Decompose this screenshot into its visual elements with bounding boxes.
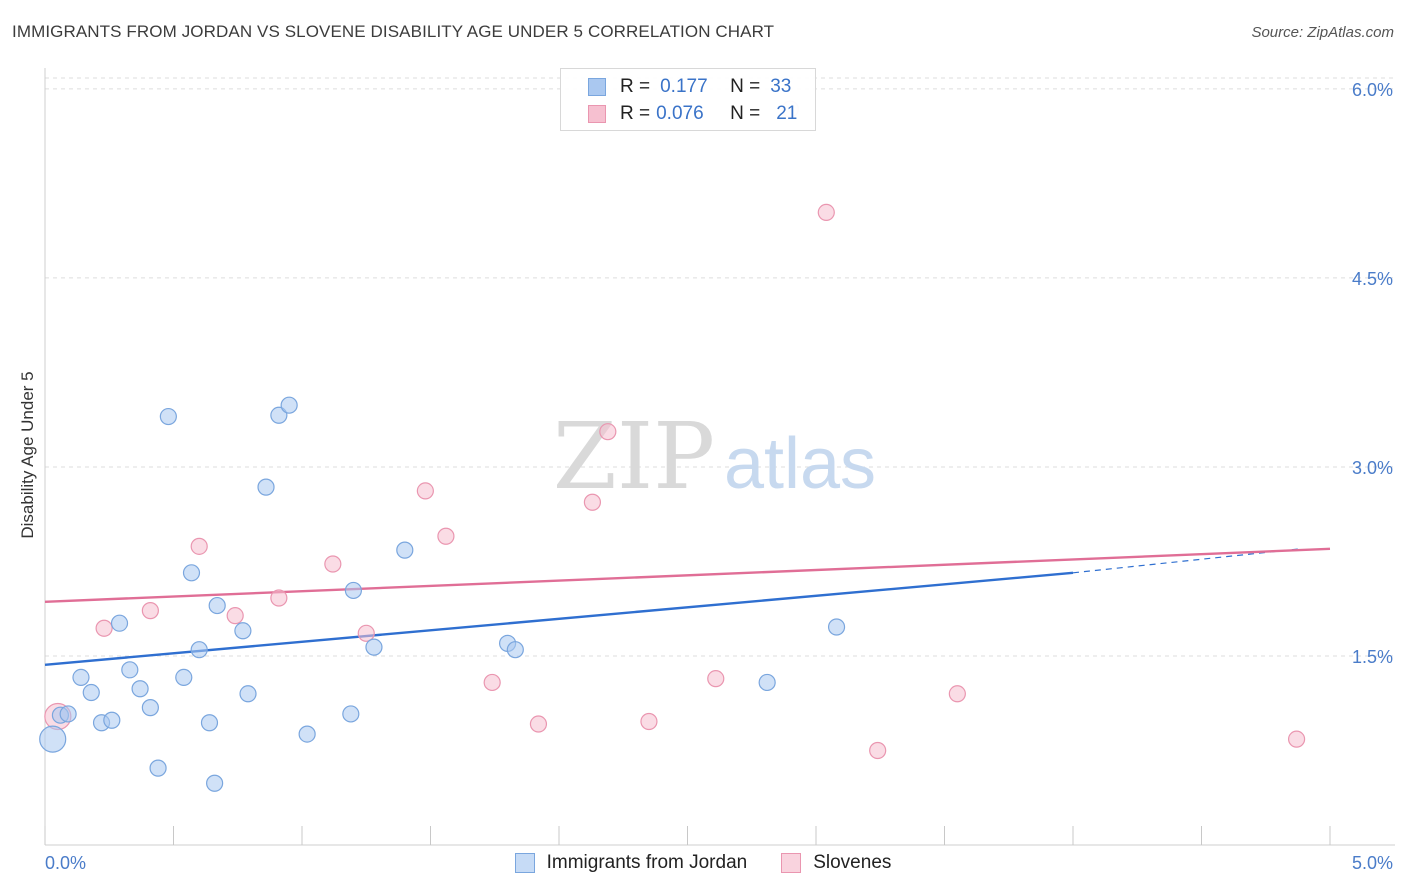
jordan-point: [121, 661, 139, 679]
series-legend-jordan: Immigrants from Jordan: [514, 852, 748, 874]
slovenes-point: [869, 741, 887, 760]
legend-n-label: N =: [730, 76, 761, 97]
source-label: Source: ZipAtlas.com: [1251, 24, 1394, 41]
slovenes-point: [640, 712, 658, 731]
legend-swatch-slovenes: [588, 105, 606, 123]
watermark-atlas: atlas: [724, 424, 876, 504]
jordan-point: [342, 705, 360, 723]
jordan-point: [280, 396, 298, 414]
legend-row-slovenes: R = 0.076 N = 21: [588, 103, 797, 125]
legend-r-label: R =: [620, 103, 651, 124]
slovenes-point: [583, 493, 602, 511]
slovenes-point: [437, 527, 455, 545]
jordan-point: [758, 673, 776, 692]
legend-n-label: N =: [730, 103, 761, 124]
series-legend: Immigrants from Jordan Slovenes: [0, 852, 1406, 874]
slovenes-point: [416, 482, 434, 500]
axis-layer: [44, 68, 1395, 846]
stats-legend: R = 0.177 N = 33 R = 0.076 N = 21: [560, 68, 816, 131]
slovenes-point: [190, 537, 208, 555]
jordan-point: [175, 668, 193, 686]
trend-layer: [44, 547, 1331, 666]
slovenes-trend-line: [44, 547, 1331, 603]
jordan-point: [344, 581, 362, 600]
y-tick-label: 6.0%: [1352, 80, 1393, 100]
jordan-point: [396, 541, 414, 559]
watermark-zip: ZIP: [553, 403, 715, 510]
series-swatch-slovenes: [781, 853, 802, 873]
x-tick-label: 0.0%: [45, 853, 86, 873]
slovenes-point: [270, 589, 288, 607]
jordan-point: [59, 705, 77, 723]
jordan-point: [182, 564, 201, 582]
slovenes-point: [357, 624, 375, 642]
legend-row-jordan: R = 0.177 N = 33: [588, 76, 791, 98]
legend-r-value: 0.177: [660, 76, 708, 97]
jordan-point: [506, 641, 524, 659]
slovenes-point: [141, 602, 159, 620]
jordan-point: [131, 680, 149, 698]
jordan-point: [141, 699, 159, 717]
legend-n-value: 21: [776, 103, 798, 124]
jordan-point: [257, 478, 275, 496]
jordan-point: [200, 714, 219, 732]
legend-n-value: 33: [770, 76, 792, 97]
slovenes-point: [948, 685, 966, 703]
jordan-point: [234, 622, 252, 640]
jordan-point: [159, 407, 177, 426]
series-label-jordan: Immigrants from Jordan: [546, 852, 748, 873]
jordan-point: [206, 774, 224, 792]
grid-layer: [45, 77, 1395, 657]
jordan-point: [82, 683, 100, 702]
jordan-point: [190, 641, 208, 659]
jordan-point: [208, 596, 226, 615]
legend-swatch-jordan: [588, 78, 606, 96]
slovenes-point: [1287, 730, 1306, 748]
x-tick-label: 5.0%: [1352, 853, 1393, 873]
y-tick-label: 1.5%: [1352, 647, 1393, 667]
legend-r-value: 0.076: [656, 103, 704, 124]
jordan-point: [298, 725, 316, 743]
jordan-point: [39, 725, 67, 753]
jordan-point: [827, 618, 846, 636]
series-legend-slovenes: Slovenes: [781, 852, 891, 874]
y-tick-label: 4.5%: [1352, 269, 1393, 289]
slovenes-point: [599, 423, 617, 441]
jordan-point: [270, 406, 288, 424]
jordan-trend-line: [44, 571, 1074, 666]
slovenes-point: [226, 607, 244, 625]
y-tick-label: 3.0%: [1352, 458, 1393, 478]
series-label-slovenes: Slovenes: [813, 852, 892, 873]
series-swatch-jordan: [514, 853, 535, 873]
jordan-point: [149, 759, 167, 777]
tick-layer: 1.5% 3.0% 4.5% 6.0% 0.0% 5.0%: [45, 80, 1393, 873]
jordan-point: [103, 711, 121, 729]
chart-title: IMMIGRANTS FROM JORDAN VS SLOVENE DISABI…: [12, 22, 775, 41]
slovenes-point: [817, 203, 835, 221]
slovenes-point: [483, 673, 501, 692]
legend-r-label: R =: [620, 76, 651, 97]
slovenes-point: [95, 619, 113, 637]
slovenes-point: [529, 715, 548, 733]
jordan-point: [110, 614, 129, 632]
point-layer: [39, 100, 1306, 792]
slovenes-point: [324, 555, 342, 573]
slovenes-point: [707, 670, 725, 688]
jordan-point: [72, 668, 90, 686]
jordan-point: [365, 638, 383, 656]
jordan-point: [239, 685, 257, 703]
